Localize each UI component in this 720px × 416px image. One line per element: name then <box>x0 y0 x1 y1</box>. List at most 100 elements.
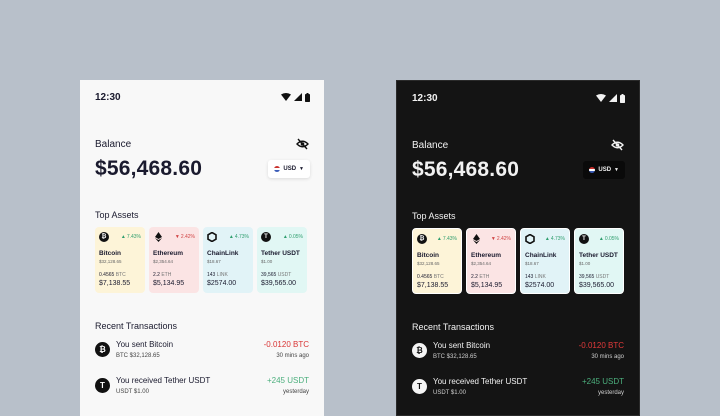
asset-change: ▼ 2.42% <box>174 234 195 240</box>
transaction-row[interactable]: T You received Tether USDT USDT $1.00 +2… <box>95 375 309 399</box>
asset-holding: 39,565 USDT <box>579 274 610 280</box>
asset-card-chainlink[interactable]: ▲ 4.73% ChainLink $18.67 143 LINK $2574.0… <box>203 227 253 293</box>
asset-price: $18.67 <box>207 259 221 264</box>
asset-name: Bitcoin <box>99 250 122 257</box>
triangle-up-icon: ▲ <box>120 234 126 240</box>
transaction-time: yesterday <box>597 390 624 396</box>
status-time: 12:30 <box>95 91 121 103</box>
asset-price: $1.00 <box>261 259 273 264</box>
asset-card-tether[interactable]: T ▲ 0.05% Tether USDT $1.00 39,565 USDT $… <box>574 228 624 294</box>
bitcoin-icon: ₿ <box>95 342 110 357</box>
recent-transactions-title: Recent Transactions <box>95 321 178 331</box>
wifi-icon <box>596 94 606 102</box>
asset-card-tether[interactable]: T ▲ 0.05% Tether USDT $1.00 39,565 USDT $… <box>257 227 307 293</box>
asset-value: $39,565.00 <box>579 282 615 289</box>
transaction-row[interactable]: T You received Tether USDT USDT $1.00 +2… <box>412 376 624 400</box>
asset-price: $1.00 <box>579 261 591 266</box>
caret-down-icon: ▼ <box>299 166 304 172</box>
balance-label: Balance <box>412 140 449 151</box>
asset-holding: 0.4565 BTC <box>417 274 444 280</box>
asset-holding: 0.4565 BTC <box>99 272 126 278</box>
transaction-detail: BTC $32,128.65 <box>116 353 160 359</box>
currency-selector[interactable]: USD ▼ <box>268 160 310 178</box>
transaction-detail: USDT $1.00 <box>116 389 149 395</box>
asset-value: $2574.00 <box>525 282 555 289</box>
asset-value: $39,565.00 <box>261 280 297 287</box>
status-time: 12:30 <box>412 92 438 104</box>
tether-icon: T <box>95 378 110 393</box>
tether-icon: T <box>579 234 589 244</box>
transaction-title: You received Tether USDT <box>116 376 211 385</box>
transaction-time: 30 mins ago <box>591 354 624 360</box>
transaction-amount: +245 USDT <box>581 377 624 386</box>
transaction-detail: USDT $1.00 <box>433 390 466 396</box>
asset-holding: 143 LINK <box>525 274 546 280</box>
triangle-up-icon: ▲ <box>282 234 288 240</box>
eye-off-icon[interactable] <box>296 138 309 150</box>
asset-card-ethereum[interactable]: ▼ 2.42% Ethereum $2,354.64 2.2 ETH $5,134… <box>466 228 516 294</box>
asset-change: ▲ 0.05% <box>598 236 619 242</box>
asset-value: $7,138.55 <box>417 282 449 289</box>
asset-name: Ethereum <box>471 252 501 259</box>
tether-icon: T <box>412 379 427 394</box>
us-flag-icon <box>589 167 596 173</box>
caret-down-icon: ▼ <box>614 167 619 173</box>
chainlink-icon <box>207 232 217 242</box>
asset-price: $2,354.64 <box>471 261 492 266</box>
tether-icon: T <box>261 232 271 242</box>
asset-change: ▲ 0.05% <box>282 234 303 240</box>
top-assets-title: Top Assets <box>412 211 456 221</box>
asset-price: $32,128.65 <box>417 261 440 266</box>
assets-row: ₿ ▲ 7.43% Bitcoin $32,128.65 0.4565 BTC $… <box>95 227 307 293</box>
dark-theme-screen: 12:30 Balance $56,468.60 USD ▼ Top Asset… <box>396 80 640 416</box>
asset-value: $5,134.95 <box>471 282 503 289</box>
asset-card-bitcoin[interactable]: ₿ ▲ 7.43% Bitcoin $32,128.65 0.4565 BTC $… <box>95 227 145 293</box>
status-bar: 12:30 <box>95 90 310 104</box>
asset-change: ▲ 7.43% <box>120 234 141 240</box>
ethereum-icon <box>471 234 481 244</box>
asset-name: ChainLink <box>207 250 239 257</box>
asset-price: $18.67 <box>525 261 539 266</box>
asset-value: $7,138.55 <box>99 280 131 287</box>
asset-name: Tether USDT <box>261 250 300 257</box>
transaction-row[interactable]: ₿ You sent Bitcoin BTC $32,128.65 -0.012… <box>412 340 624 364</box>
asset-card-bitcoin[interactable]: ₿ ▲ 7.43% Bitcoin $32,128.65 0.4565 BTC $… <box>412 228 462 294</box>
triangle-down-icon: ▼ <box>174 234 180 240</box>
triangle-up-icon: ▲ <box>544 236 550 242</box>
eye-off-icon[interactable] <box>611 139 624 151</box>
transaction-title: You sent Bitcoin <box>433 341 491 350</box>
asset-card-chainlink[interactable]: ▲ 4.73% ChainLink $18.67 143 LINK $2574.0… <box>520 228 570 294</box>
wifi-icon <box>281 93 291 101</box>
asset-card-ethereum[interactable]: ▼ 2.42% Ethereum $2,354.64 2.2 ETH $5,134… <box>149 227 199 293</box>
transaction-title: You received Tether USDT <box>433 377 528 386</box>
currency-selector[interactable]: USD ▼ <box>583 161 625 179</box>
asset-change: ▲ 4.73% <box>544 236 565 242</box>
balance-value: $56,468.60 <box>412 158 520 181</box>
transaction-detail: BTC $32,128.65 <box>433 354 477 360</box>
asset-holding: 2.2 ETH <box>471 274 490 280</box>
transaction-row[interactable]: ₿ You sent Bitcoin BTC $32,128.65 -0.012… <box>95 339 309 363</box>
triangle-up-icon: ▲ <box>598 236 604 242</box>
transaction-title: You sent Bitcoin <box>116 340 174 349</box>
top-assets-title: Top Assets <box>95 210 139 220</box>
chainlink-icon <box>525 234 535 244</box>
transaction-amount: +245 USDT <box>266 376 309 385</box>
us-flag-icon <box>274 166 281 172</box>
cell-signal-icon <box>609 94 617 102</box>
transaction-amount: -0.0120 BTC <box>578 341 624 350</box>
cell-signal-icon <box>294 93 302 101</box>
battery-icon <box>305 92 310 102</box>
battery-icon <box>620 93 625 103</box>
asset-holding: 2.2 ETH <box>153 272 172 278</box>
asset-change: ▲ 4.73% <box>228 234 249 240</box>
currency-label: USD <box>598 167 612 173</box>
ethereum-icon <box>153 232 163 242</box>
currency-label: USD <box>283 166 297 172</box>
light-theme-screen: 12:30 Balance $56,468.60 USD ▼ Top Asset… <box>80 80 324 416</box>
asset-change: ▼ 2.42% <box>490 236 511 242</box>
asset-holding: 143 LINK <box>207 272 228 278</box>
asset-name: Bitcoin <box>417 252 440 259</box>
balance-value: $56,468.60 <box>95 157 203 180</box>
bitcoin-icon: ₿ <box>99 232 109 242</box>
asset-change: ▲ 7.43% <box>436 236 457 242</box>
